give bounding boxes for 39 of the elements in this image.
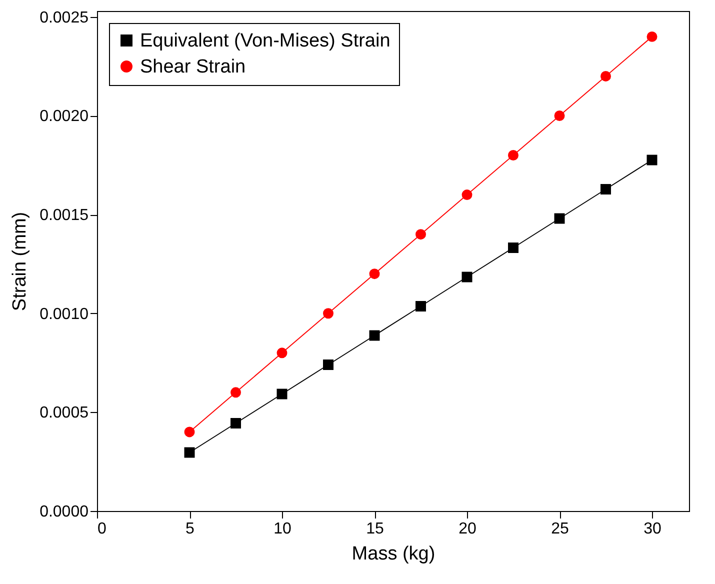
point bbox=[554, 110, 565, 121]
point bbox=[369, 330, 380, 341]
point bbox=[462, 272, 472, 282]
point bbox=[600, 184, 611, 195]
point bbox=[508, 150, 518, 160]
x-tick-label: 10 bbox=[274, 520, 292, 538]
legend-label: Shear Strain bbox=[140, 56, 246, 78]
point bbox=[230, 418, 241, 428]
x-tick-label: 30 bbox=[644, 520, 662, 538]
y-tick-label: 0.0020 bbox=[40, 108, 89, 126]
x-axis-title: Mass (kg) bbox=[352, 544, 436, 564]
point bbox=[184, 426, 195, 438]
point bbox=[646, 31, 658, 42]
x-tick-label: 25 bbox=[551, 520, 569, 538]
x-tick-label: 20 bbox=[458, 520, 476, 538]
x-tick-label: 0 bbox=[98, 520, 106, 538]
point bbox=[276, 348, 288, 358]
point bbox=[462, 190, 472, 200]
y-tick-label: 0.0005 bbox=[40, 404, 89, 422]
y-tick-label: 0.0015 bbox=[40, 207, 89, 224]
y-tick-label: 0.0000 bbox=[40, 504, 89, 520]
y-tick-label: 0.0010 bbox=[40, 306, 89, 323]
point bbox=[416, 301, 426, 312]
x-tick-label: 5 bbox=[186, 520, 195, 538]
point bbox=[369, 268, 380, 280]
point bbox=[508, 242, 518, 254]
point bbox=[323, 308, 334, 319]
point bbox=[554, 213, 565, 224]
point bbox=[323, 360, 334, 370]
point bbox=[230, 387, 241, 398]
x-tick-label: 15 bbox=[366, 520, 384, 538]
legend-label: Equivalent (Von-Mises) Strain bbox=[140, 30, 390, 52]
point bbox=[184, 447, 195, 458]
point bbox=[416, 229, 426, 240]
point bbox=[646, 154, 658, 166]
point bbox=[600, 70, 611, 82]
y-tick-label: 0.0025 bbox=[40, 9, 89, 26]
y-axis-title: Strain (mm) bbox=[10, 212, 31, 312]
point bbox=[276, 388, 288, 400]
